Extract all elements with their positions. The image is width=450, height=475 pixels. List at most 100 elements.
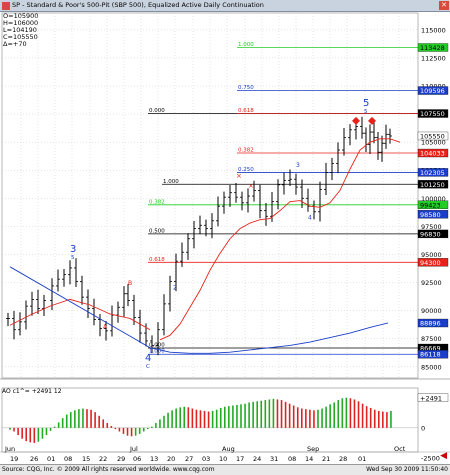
day-tick-label: 26 xyxy=(30,455,38,463)
price-tick-label: 115000 xyxy=(421,26,446,34)
low-row: L=104190 xyxy=(3,26,37,34)
price-tick-label: 112500 xyxy=(421,54,446,62)
day-tick-label: 03 xyxy=(202,455,210,463)
month-label: Aug xyxy=(222,445,235,453)
price-level-box xyxy=(417,148,449,158)
ohlc-readout: O=105900 H=106000 L=104190 C=105550 Δ=+7… xyxy=(3,13,38,48)
price-level-label: 105550 xyxy=(420,132,445,140)
day-tick-label: 21 xyxy=(322,455,330,463)
oscillator-value-box xyxy=(417,393,449,402)
day-tick-label: 17 xyxy=(236,455,244,463)
wave-label: 3 xyxy=(296,162,300,169)
wave-label: B xyxy=(128,280,132,287)
x-marker: × xyxy=(236,172,242,180)
price-level-label: 98580 xyxy=(420,211,441,219)
fib-line-label: 0.000 xyxy=(149,108,165,114)
fib-line-label: 0.382 xyxy=(149,199,165,205)
day-tick-label: 08 xyxy=(288,455,296,463)
scroll-left-icon[interactable]: ◀ xyxy=(440,451,447,461)
source-text: Source: CQG, Inc. © 2009 All rights rese… xyxy=(2,466,215,473)
price-chart[interactable]: 1150001125001100001075001050001025001000… xyxy=(0,0,450,464)
price-level-box xyxy=(417,86,449,95)
price-level-label: 86669 xyxy=(420,345,441,353)
price-level-box xyxy=(417,168,449,177)
wave-label: 5 xyxy=(363,98,369,109)
price-level-label: 94300 xyxy=(420,259,441,267)
x-marker: × xyxy=(248,182,254,190)
price-tick-label: 85000 xyxy=(421,363,442,371)
price-tick-label: 105000 xyxy=(421,139,446,147)
price-level-box xyxy=(417,318,449,328)
month-label: Jul xyxy=(129,445,138,453)
blue-trend-line xyxy=(9,266,151,349)
change-row: Δ=+70 xyxy=(3,40,27,48)
price-tick-label: 87500 xyxy=(421,335,442,343)
price-level-box xyxy=(417,109,449,118)
price-level-label: 107550 xyxy=(420,110,445,118)
blue-moving-average xyxy=(149,322,389,354)
price-tick-label: 92500 xyxy=(421,279,442,287)
price-level-box xyxy=(417,43,449,52)
price-level-label: 109596 xyxy=(420,87,445,95)
price-tick-label: 95000 xyxy=(421,251,442,259)
open-row: O=105900 xyxy=(3,12,39,20)
day-tick-label: 10 xyxy=(219,455,227,463)
price-level-box xyxy=(417,131,449,141)
price-level-label: 88896 xyxy=(420,320,441,328)
close-icon[interactable]: ✕ xyxy=(439,1,449,10)
price-level-label: 86118 xyxy=(420,351,441,359)
fib-line-label: 0.618 xyxy=(149,257,165,263)
price-level-label: 99423 xyxy=(420,201,441,209)
day-tick-label: 22 xyxy=(99,455,107,463)
day-tick-label: 20 xyxy=(167,455,175,463)
title-bar: SP - Standard & Poor's 500-Pit (SBP 500)… xyxy=(0,0,450,12)
osc-tick-label: -2500 xyxy=(421,455,440,463)
high-row: H=106000 xyxy=(3,19,39,27)
price-level-label: 101250 xyxy=(420,181,445,189)
red-moving-average-early xyxy=(9,298,151,331)
day-tick-label: 29 xyxy=(117,455,125,463)
month-label: Jun xyxy=(4,445,15,453)
fib-line-label: 0.250 xyxy=(238,167,254,173)
price-level-box xyxy=(417,350,449,359)
wave-label: 4 xyxy=(308,215,312,222)
oscillator-frame xyxy=(1,387,419,453)
wave-label: 2 xyxy=(173,284,177,291)
day-tick-label: 28 xyxy=(339,455,347,463)
price-level-box xyxy=(417,210,449,219)
day-tick-label: 31 xyxy=(270,455,278,463)
day-tick-label: 19 xyxy=(10,455,18,463)
fib-line-label: 0.618 xyxy=(238,108,254,114)
day-tick-label: 01 xyxy=(358,455,366,463)
month-label: Sep xyxy=(307,445,319,453)
oscillator-value-label: +2491 xyxy=(420,394,442,402)
day-tick-label: 24 xyxy=(253,455,261,463)
fib-line-label: 0.500 xyxy=(149,228,165,234)
day-tick-label: 27 xyxy=(185,455,193,463)
price-level-label: 102305 xyxy=(420,169,445,177)
red-moving-average xyxy=(159,138,401,341)
status-footer: Source: CQG, Inc. © 2009 All rights rese… xyxy=(0,464,450,475)
osc-tick-label: 0 xyxy=(421,424,425,432)
day-tick-label: 01 xyxy=(47,455,55,463)
wave-sublabel: 5 xyxy=(364,109,368,115)
day-tick-label: 15 xyxy=(82,455,90,463)
red-diamond-marker xyxy=(368,116,376,125)
fib-line-label: 1.000 xyxy=(238,42,254,48)
timestamp: Wed Sep 30 2009 11:50:40 xyxy=(366,466,448,473)
red-diamond-marker xyxy=(352,116,360,125)
wave-label: A xyxy=(103,324,108,331)
wave-sublabel: C xyxy=(146,364,150,370)
wave-label: 3 xyxy=(70,244,76,255)
fib-line-label: 1.000 xyxy=(149,349,165,355)
close-row: C=105550 xyxy=(3,33,38,41)
day-tick-label: 13 xyxy=(150,455,158,463)
price-tick-label: 90000 xyxy=(421,307,442,315)
day-tick-label: 06 xyxy=(133,455,141,463)
price-tick-label: 97500 xyxy=(421,223,442,231)
day-tick-label: 08 xyxy=(64,455,72,463)
fib-line-label: 0.382 xyxy=(238,148,254,154)
month-label: Oct xyxy=(394,445,406,453)
wave-label: 4 xyxy=(145,353,151,364)
